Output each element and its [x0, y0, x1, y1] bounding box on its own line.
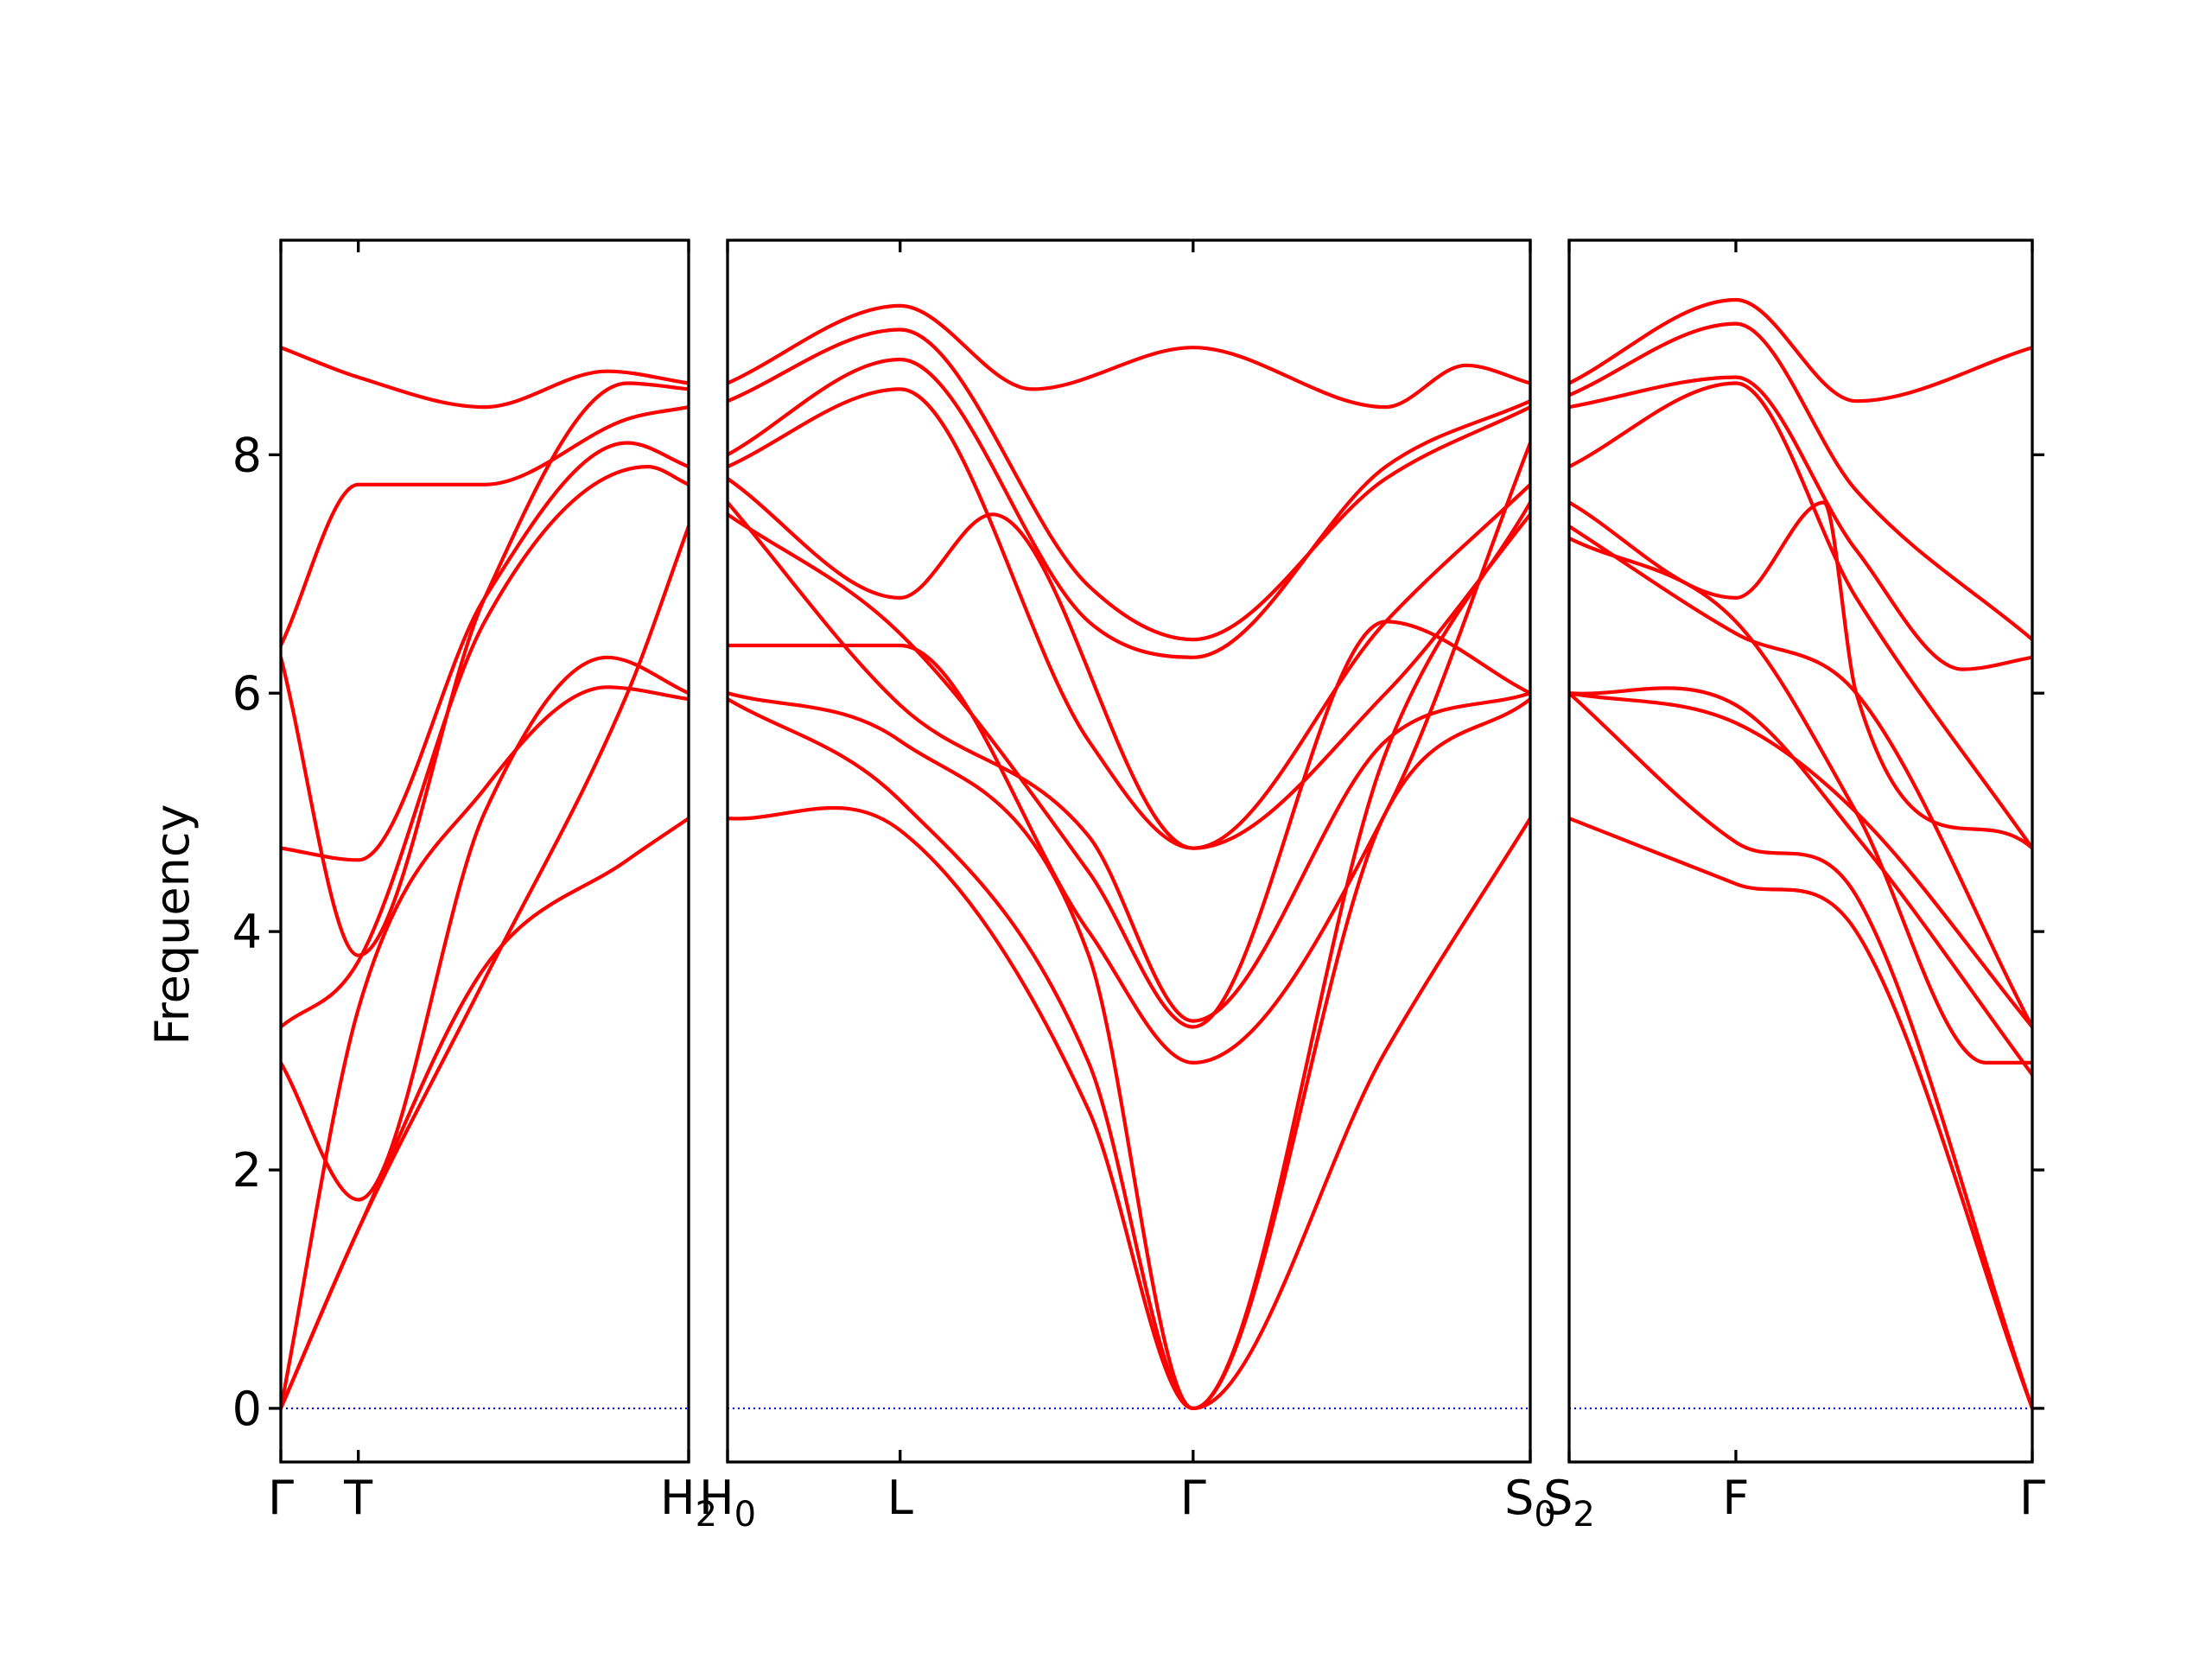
panel-frame	[726, 238, 1532, 1464]
y-tick-label: 0	[232, 1382, 262, 1436]
band-line	[728, 327, 1530, 642]
band-line	[728, 476, 1530, 850]
band-line	[281, 817, 689, 1410]
band-line	[728, 805, 1530, 1410]
band-line	[1569, 536, 2032, 1065]
y-tick-label: 4	[232, 905, 262, 959]
band-line	[728, 500, 1530, 1023]
x-tick-subscript: 2	[1573, 1495, 1594, 1535]
x-tick-subscript: 2	[696, 1495, 717, 1535]
x-tick-label: F	[1722, 1471, 1749, 1525]
panel-2: H0 L Γ S0	[699, 238, 1556, 1535]
band-line	[281, 405, 689, 648]
band-line	[1569, 686, 2032, 1077]
band-line	[1569, 691, 2032, 1410]
band-line	[1569, 500, 2032, 850]
band-line	[1569, 817, 2032, 1410]
bands-panel-1	[281, 346, 689, 1410]
band-line	[728, 500, 1530, 1410]
band-line	[1569, 375, 2032, 671]
band-line	[728, 357, 1530, 659]
band-line	[728, 303, 1530, 410]
band-line	[728, 387, 1530, 850]
x-tick-label: Γ	[2019, 1471, 2045, 1525]
panel-frame	[279, 238, 690, 1464]
x-tick-subscript: 0	[734, 1495, 756, 1535]
band-line	[728, 697, 1530, 1410]
band-line	[281, 346, 689, 410]
y-tick-label: 8	[232, 428, 262, 482]
y-tick-label: 6	[232, 666, 262, 721]
x-tick-subscript: 0	[1534, 1495, 1555, 1535]
band-line	[1569, 321, 2032, 642]
x-tick-label: H0	[699, 1471, 756, 1535]
bands-panel-3	[1569, 297, 2032, 1410]
x-tick-label: T	[343, 1471, 373, 1525]
bands-panel-2	[728, 303, 1530, 1410]
band-line	[281, 441, 689, 862]
y-tick-label: 2	[232, 1143, 262, 1198]
band-line	[1569, 524, 2032, 1029]
band-line	[728, 441, 1530, 1065]
band-line	[1569, 381, 2032, 850]
band-line	[281, 465, 689, 1029]
panel-frame	[1567, 238, 2034, 1464]
x-tick-label: Γ	[1180, 1471, 1206, 1525]
panel-3: S2 F Γ	[1543, 238, 2045, 1535]
band-line	[281, 685, 689, 1410]
x-tick-label: Γ	[268, 1471, 294, 1525]
band-line	[728, 512, 1530, 1029]
x-tick-label: S2	[1543, 1471, 1595, 1535]
y-axis-label: Frequency	[145, 804, 200, 1046]
x-tick-label: L	[887, 1471, 913, 1525]
band-line	[281, 655, 689, 1202]
band-line	[1569, 297, 2032, 404]
band-line	[1569, 691, 2032, 1029]
